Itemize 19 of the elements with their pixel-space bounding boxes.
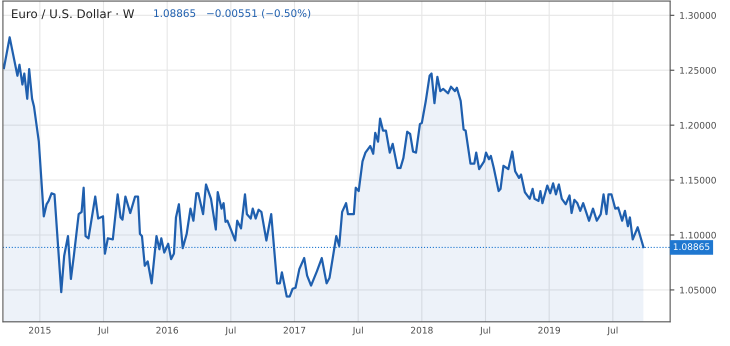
x-tick-label: 2016 xyxy=(156,326,178,334)
y-tick-label: 1.30000 xyxy=(680,12,716,19)
text: Euro / U.S. Dollar · W xyxy=(12,9,134,20)
y-tick-label: 1.20000 xyxy=(680,122,716,129)
y-tick-label: 1.15000 xyxy=(680,176,716,184)
x-tick-label: 2017 xyxy=(284,326,306,334)
x-tick-label: Jul xyxy=(98,326,108,336)
y-tick-label: 1.25000 xyxy=(680,66,716,74)
y-tick-label: 1.10000 xyxy=(680,232,716,239)
ref-line-label: 1.08865 xyxy=(674,243,710,250)
x-tick-label: 2018 xyxy=(411,326,433,334)
text: 1.08865 −0.00551 (−0.50%) xyxy=(154,9,310,18)
x-tick-label: 2019 xyxy=(538,326,560,334)
x-tick-label: Jul xyxy=(480,326,490,336)
x-tick-label: Jul xyxy=(224,326,236,336)
x-tick-label: 2015 xyxy=(29,326,51,334)
y-tick-label: 1.05000 xyxy=(680,286,716,294)
x-tick-label: Jul xyxy=(352,326,363,336)
x-tick-label: Jul xyxy=(606,326,618,336)
